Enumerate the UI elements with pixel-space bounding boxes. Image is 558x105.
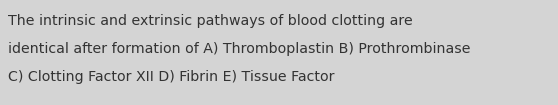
Text: identical after formation of A) Thromboplastin B) Prothrombinase: identical after formation of A) Thrombop… [8,42,470,56]
Text: The intrinsic and extrinsic pathways of blood clotting are: The intrinsic and extrinsic pathways of … [8,14,413,28]
Text: C) Clotting Factor XII D) Fibrin E) Tissue Factor: C) Clotting Factor XII D) Fibrin E) Tiss… [8,70,334,84]
